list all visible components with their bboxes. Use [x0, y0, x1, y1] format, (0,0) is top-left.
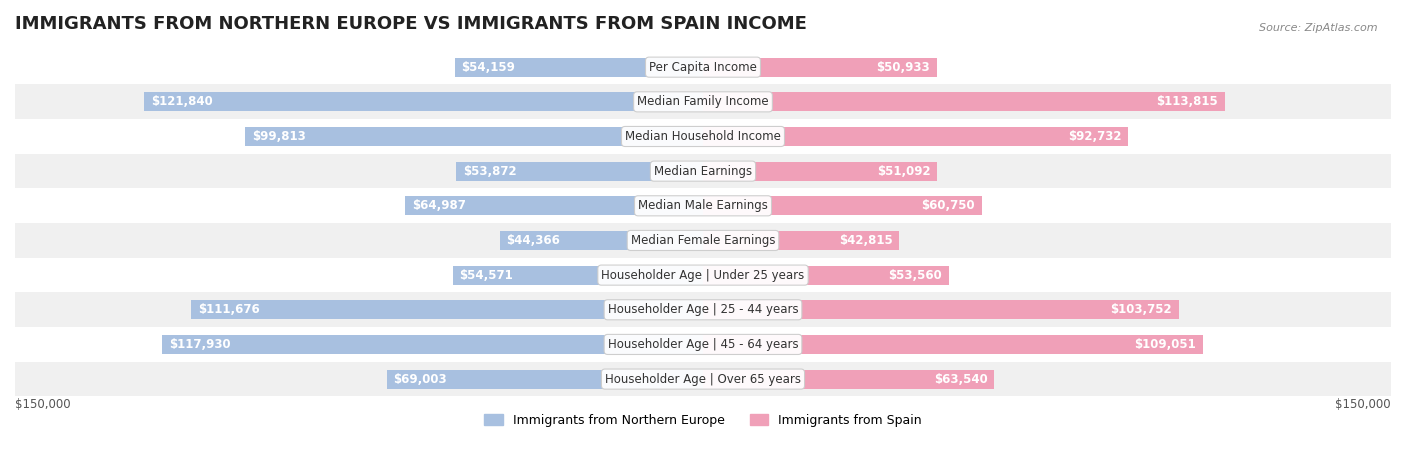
Bar — [703, 266, 949, 285]
Bar — [703, 162, 938, 181]
Text: $44,366: $44,366 — [506, 234, 560, 247]
Bar — [162, 335, 703, 354]
Text: Householder Age | Under 25 years: Householder Age | Under 25 years — [602, 269, 804, 282]
Bar — [703, 57, 936, 77]
Text: Householder Age | 45 - 64 years: Householder Age | 45 - 64 years — [607, 338, 799, 351]
Text: IMMIGRANTS FROM NORTHERN EUROPE VS IMMIGRANTS FROM SPAIN INCOME: IMMIGRANTS FROM NORTHERN EUROPE VS IMMIG… — [15, 15, 807, 33]
FancyBboxPatch shape — [15, 327, 1391, 362]
Text: $117,930: $117,930 — [169, 338, 231, 351]
Text: $150,000: $150,000 — [15, 398, 70, 411]
Text: $53,560: $53,560 — [889, 269, 942, 282]
Text: Householder Age | Over 65 years: Householder Age | Over 65 years — [605, 373, 801, 386]
FancyBboxPatch shape — [15, 189, 1391, 223]
Bar — [703, 196, 981, 215]
FancyBboxPatch shape — [15, 223, 1391, 258]
Text: $69,003: $69,003 — [394, 373, 447, 386]
Text: $64,987: $64,987 — [412, 199, 465, 212]
FancyBboxPatch shape — [15, 154, 1391, 189]
Text: $60,750: $60,750 — [921, 199, 974, 212]
Text: $109,051: $109,051 — [1135, 338, 1197, 351]
FancyBboxPatch shape — [15, 50, 1391, 85]
Bar — [703, 335, 1204, 354]
Bar — [387, 369, 703, 389]
Text: $63,540: $63,540 — [934, 373, 987, 386]
Bar — [703, 231, 900, 250]
FancyBboxPatch shape — [15, 85, 1391, 119]
Text: Householder Age | 25 - 44 years: Householder Age | 25 - 44 years — [607, 303, 799, 316]
Bar — [456, 162, 703, 181]
Text: Source: ZipAtlas.com: Source: ZipAtlas.com — [1260, 23, 1378, 33]
Text: $51,092: $51,092 — [877, 165, 931, 177]
Bar — [703, 369, 994, 389]
Text: Median Household Income: Median Household Income — [626, 130, 780, 143]
Text: $53,872: $53,872 — [463, 165, 516, 177]
Text: $50,933: $50,933 — [876, 61, 929, 74]
Text: $150,000: $150,000 — [1336, 398, 1391, 411]
Text: $111,676: $111,676 — [198, 303, 260, 316]
Bar — [453, 266, 703, 285]
Text: $121,840: $121,840 — [150, 95, 212, 108]
FancyBboxPatch shape — [15, 292, 1391, 327]
FancyBboxPatch shape — [15, 119, 1391, 154]
Text: $113,815: $113,815 — [1156, 95, 1218, 108]
Text: $99,813: $99,813 — [252, 130, 307, 143]
FancyBboxPatch shape — [15, 362, 1391, 396]
Bar — [703, 92, 1225, 111]
Bar — [405, 196, 703, 215]
Bar — [703, 300, 1178, 319]
Bar — [191, 300, 703, 319]
Text: $54,571: $54,571 — [460, 269, 513, 282]
Bar — [499, 231, 703, 250]
Text: Median Earnings: Median Earnings — [654, 165, 752, 177]
Text: $92,732: $92,732 — [1069, 130, 1122, 143]
Text: $42,815: $42,815 — [839, 234, 893, 247]
Bar — [454, 57, 703, 77]
Text: Median Female Earnings: Median Female Earnings — [631, 234, 775, 247]
Text: Median Family Income: Median Family Income — [637, 95, 769, 108]
Bar — [245, 127, 703, 146]
Text: Median Male Earnings: Median Male Earnings — [638, 199, 768, 212]
Text: $103,752: $103,752 — [1111, 303, 1173, 316]
Bar — [145, 92, 703, 111]
Legend: Immigrants from Northern Europe, Immigrants from Spain: Immigrants from Northern Europe, Immigra… — [479, 409, 927, 432]
Text: Per Capita Income: Per Capita Income — [650, 61, 756, 74]
FancyBboxPatch shape — [15, 258, 1391, 292]
Text: $54,159: $54,159 — [461, 61, 516, 74]
Bar — [703, 127, 1129, 146]
